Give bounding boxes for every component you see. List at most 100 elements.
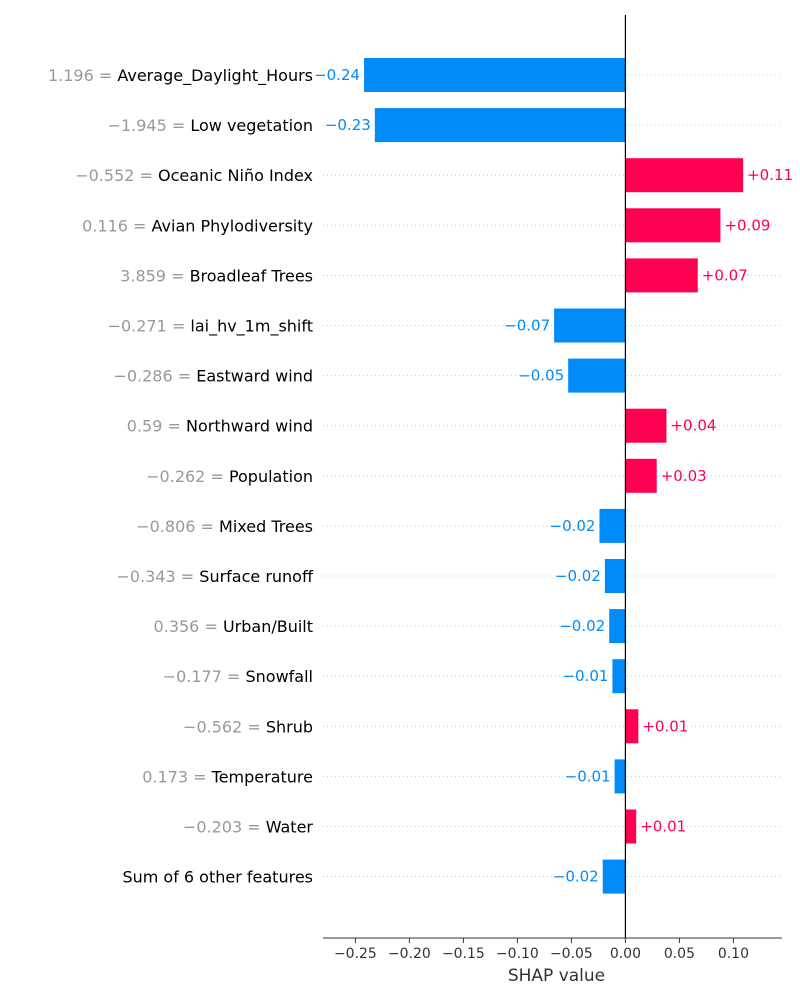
x-tick-label: 0.00 [610, 946, 641, 962]
bar-value-label: −0.05 [518, 367, 564, 385]
feature-name: Low vegetation [190, 116, 313, 135]
feature-value: 0.59 [127, 417, 163, 436]
feature-label: 0.116 = Avian Phylodiversity [82, 216, 313, 235]
x-tick-label: −0.05 [550, 946, 593, 962]
feature-label: 3.859 = Broadleaf Trees [120, 266, 313, 285]
bar-value-label: +0.07 [702, 266, 748, 284]
bar [625, 709, 639, 744]
feature-value: 0.116 [82, 216, 128, 235]
x-tick-label: −0.25 [334, 946, 377, 962]
bar-value-label: +0.11 [747, 166, 793, 184]
feature-value: −0.271 [108, 317, 167, 336]
bar-value-label: +0.01 [642, 717, 688, 735]
equals-sign: = [242, 818, 266, 837]
equals-sign: = [205, 467, 229, 486]
x-axis: −0.25 −0.20 −0.15 −0.10 −0.05 0.00 0.05 0.10 [323, 937, 782, 962]
bar-value-label: +0.09 [724, 216, 770, 234]
bar-value-label: +0.01 [640, 818, 686, 836]
feature-label: −0.262 = Population [146, 467, 313, 486]
feature-label: 1.196 = Average_Daylight_Hours [48, 66, 313, 86]
equals-sign: = [222, 667, 246, 686]
feature-name: Average_Daylight_Hours [117, 66, 313, 86]
bar [625, 458, 657, 493]
bar [599, 508, 626, 543]
feature-value: 0.356 [154, 617, 200, 636]
bar-value-label: +0.03 [661, 467, 707, 485]
equals-sign: = [173, 367, 197, 386]
feature-name: Northward wind [186, 417, 313, 436]
feature-name: Temperature [211, 767, 313, 786]
equals-sign: = [195, 517, 219, 536]
feature-name: Water [266, 818, 314, 837]
feature-value: 0.173 [142, 767, 188, 786]
equals-sign: = [167, 317, 191, 336]
bar-value-label: −0.02 [553, 868, 599, 886]
feature-name: Avian Phylodiversity [152, 216, 313, 235]
feature-value: −0.343 [116, 567, 175, 586]
feature-label: 0.356 = Urban/Built [154, 617, 313, 636]
feature-name: Shrub [266, 717, 313, 736]
bar [614, 759, 626, 794]
feature-value: −0.177 [163, 667, 222, 686]
equals-sign: = [176, 567, 200, 586]
feature-value: −0.562 [183, 717, 242, 736]
bar [612, 659, 626, 694]
x-tick-label: 0.05 [664, 946, 695, 962]
feature-value: 3.859 [120, 266, 166, 285]
feature-label: −0.203 = Water [183, 818, 314, 837]
equals-sign: = [188, 767, 212, 786]
feature-labels: 1.196 = Average_Daylight_Hours −1.945 = L… [48, 66, 314, 887]
feature-name: Surface runoff [199, 567, 314, 586]
bar [602, 859, 626, 894]
feature-value: −0.262 [146, 467, 205, 486]
bar [364, 58, 626, 92]
equals-sign: = [167, 116, 191, 135]
bar-value-labels: −0.24 −0.23 +0.11 +0.09 +0.07 −0.07 −0.05 +0.04… [314, 66, 793, 886]
equals-sign: = [166, 266, 190, 285]
feature-value: −0.286 [113, 367, 172, 386]
grid-lines [323, 74, 782, 878]
bar [625, 809, 637, 844]
x-tick-label: −0.15 [442, 946, 485, 962]
feature-label: −0.806 = Mixed Trees [136, 517, 313, 536]
bar-value-label: −0.07 [504, 317, 550, 335]
feature-label: −0.271 = lai_hv_1m_shift [108, 317, 313, 337]
feature-value: −0.806 [136, 517, 195, 536]
feature-value: −0.552 [75, 166, 134, 185]
equals-sign: = [134, 166, 158, 185]
bar-value-label: +0.04 [670, 417, 716, 435]
bars [364, 58, 744, 894]
bar [625, 408, 667, 443]
bar-value-label: −0.24 [314, 66, 360, 84]
bar [604, 559, 626, 593]
feature-name: lai_hv_1m_shift [190, 317, 313, 337]
bar-value-label: −0.02 [555, 567, 601, 585]
feature-label: Sum of 6 other features [122, 868, 313, 887]
feature-label: 0.173 = Temperature [142, 767, 313, 786]
feature-label: −1.945 = Low vegetation [108, 116, 313, 135]
x-tick-label: 0.10 [718, 946, 749, 962]
bar-value-label: −0.02 [550, 517, 596, 535]
equals-sign: = [199, 617, 223, 636]
feature-label: −0.562 = Shrub [183, 717, 313, 736]
feature-name: Sum of 6 other features [122, 868, 313, 887]
bar-value-label: −0.02 [559, 617, 605, 635]
bar-value-label: −0.01 [562, 667, 608, 685]
x-tick-label: −0.20 [388, 946, 431, 962]
feature-value: −0.203 [183, 818, 242, 837]
equals-sign: = [128, 216, 152, 235]
feature-name: Urban/Built [223, 617, 313, 636]
bar [374, 108, 626, 143]
equals-sign: = [94, 66, 118, 85]
feature-name: Mixed Trees [219, 517, 313, 536]
bar-value-label: −0.23 [325, 116, 371, 134]
x-tick-label: −0.10 [496, 946, 539, 962]
feature-name: Snowfall [246, 667, 314, 686]
feature-value: 1.196 [48, 66, 94, 85]
x-axis-title: SHAP value [508, 966, 605, 986]
bar-value-label: −0.01 [565, 767, 611, 785]
feature-label: −0.286 = Eastward wind [113, 367, 313, 386]
feature-label: 0.59 = Northward wind [127, 417, 313, 436]
feature-name: Oceanic Niño Index [158, 166, 313, 185]
